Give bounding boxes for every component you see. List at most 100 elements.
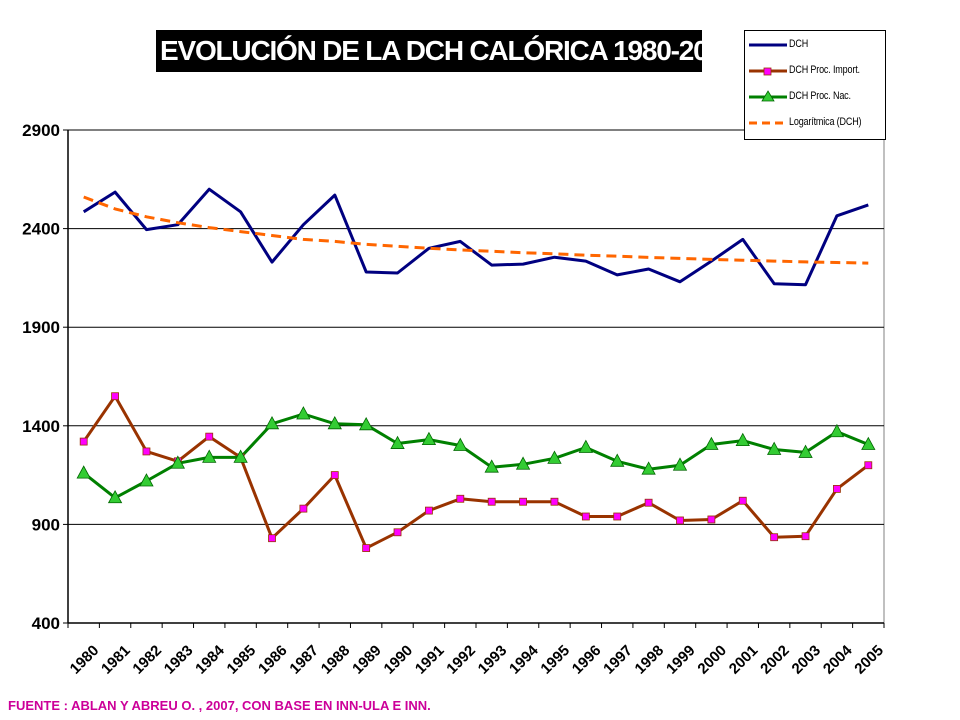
x-tick-label: 2005 (851, 642, 887, 678)
x-tick-label: 1983 (161, 642, 197, 678)
data-point-square (581, 512, 590, 521)
x-tick-label: 1987 (286, 642, 322, 678)
data-point-square (79, 437, 88, 446)
x-tick-label: 2002 (757, 642, 793, 678)
data-point-triangle (861, 436, 876, 450)
data-point-square (738, 496, 747, 505)
data-point-square (362, 544, 371, 552)
data-point-triangle (484, 459, 499, 473)
series-line-3 (83, 195, 869, 265)
data-point-triangle (453, 437, 468, 451)
data-point-square (330, 471, 339, 480)
marker-layer (76, 392, 876, 552)
data-point-square (707, 515, 716, 524)
data-point-triangle (421, 431, 437, 446)
x-tick-label: 1995 (537, 642, 573, 678)
legend-swatch-dch (749, 43, 787, 47)
x-tick-label: 1980 (67, 642, 103, 678)
data-point-square (456, 494, 465, 503)
data-point-triangle (672, 457, 688, 471)
data-point-triangle (202, 449, 217, 463)
data-point-square (833, 485, 841, 493)
data-point-square (864, 461, 873, 470)
legend-item-dch: DCH (745, 33, 885, 57)
legend-item-import: DCH Proc. Import. (745, 59, 885, 83)
data-point-square (299, 504, 308, 513)
source-note: FUENTE : ABLAN Y ABREU O. , 2007, CON BA… (8, 698, 431, 713)
x-tick-label: 1986 (255, 642, 291, 678)
x-tick-label: 1991 (412, 642, 448, 678)
series-line-1 (82, 394, 870, 550)
data-point-square (142, 447, 151, 456)
x-tick-label: 1982 (129, 642, 165, 678)
data-point-triangle (264, 415, 280, 430)
series-layer (82, 187, 870, 550)
chart-title: EVOLUCIÓN DE LA DCH CALÓRICA 1980-2005 (156, 30, 702, 72)
legend-label-trend: Logarítmica (DCH) (789, 116, 862, 128)
legend-swatch-import (749, 67, 787, 76)
y-tick-label: 900 (32, 515, 60, 534)
x-tick-label: 1994 (506, 642, 542, 678)
plot-area (67, 129, 885, 624)
data-point-triangle (766, 441, 782, 455)
series-line-0 (82, 187, 869, 287)
x-tick-label: 2000 (694, 642, 730, 678)
data-point-triangle (735, 432, 750, 446)
y-tick-label: 1400 (22, 417, 60, 436)
data-point-square (487, 497, 496, 506)
data-point-triangle (390, 435, 405, 449)
x-tick-label: 1989 (349, 642, 385, 678)
x-tick-label: 2003 (789, 642, 825, 678)
data-point-triangle (610, 453, 625, 467)
data-point-triangle (233, 449, 248, 463)
data-point-triangle (107, 489, 123, 504)
data-point-square (801, 532, 810, 541)
legend-label-import: DCH Proc. Import. (789, 64, 860, 76)
data-point-triangle (704, 436, 719, 450)
grid-layer (67, 129, 885, 624)
x-tick-label: 1998 (632, 642, 668, 678)
data-point-square (111, 392, 119, 401)
data-point-square (676, 516, 684, 525)
x-tick-label: 1996 (569, 642, 605, 678)
y-tick-label: 2400 (22, 220, 60, 239)
data-point-triangle (76, 465, 91, 479)
legend-label-dch: DCH (789, 38, 809, 50)
data-point-triangle (170, 455, 186, 469)
y-tick-label: 2900 (22, 121, 60, 140)
data-point-triangle (578, 439, 594, 453)
data-point-square (613, 512, 622, 521)
legend-item-trend: Logarítmica (DCH) (745, 111, 885, 135)
data-point-triangle (327, 415, 342, 430)
data-point-triangle (139, 473, 154, 487)
x-tick-label: 2001 (726, 642, 762, 678)
data-point-square (644, 498, 653, 507)
x-tick-label: 1992 (443, 642, 479, 678)
data-point-square (393, 528, 402, 537)
data-point-triangle (358, 416, 374, 431)
x-tick-label: 1997 (600, 642, 636, 678)
x-tick-label: 1988 (318, 642, 354, 678)
series-line-2 (82, 412, 869, 500)
chart-legend: DCH DCH Proc. Import. DCH Proc. Nac. Log… (744, 30, 886, 140)
axis-layer (63, 129, 885, 628)
data-point-triangle (641, 461, 656, 475)
data-point-triangle (829, 423, 845, 438)
x-tick-label: 1981 (98, 642, 134, 678)
x-tick-label: 1999 (663, 642, 699, 678)
x-tick-label: 1984 (192, 642, 228, 678)
data-point-square (425, 506, 433, 515)
data-point-square (550, 497, 559, 506)
data-point-triangle (515, 456, 531, 470)
data-point-square (205, 432, 214, 441)
data-point-square (519, 497, 527, 506)
legend-item-nac: DCH Proc. Nac. (745, 85, 885, 109)
legend-swatch-trend (749, 121, 787, 125)
x-tick-label: 1993 (475, 642, 511, 678)
x-tick-label: 2004 (820, 642, 856, 678)
x-tick-label: 1990 (381, 642, 417, 678)
y-tick-label: 1900 (22, 318, 60, 337)
y-tick-label: 400 (32, 614, 60, 633)
data-point-triangle (296, 406, 311, 420)
